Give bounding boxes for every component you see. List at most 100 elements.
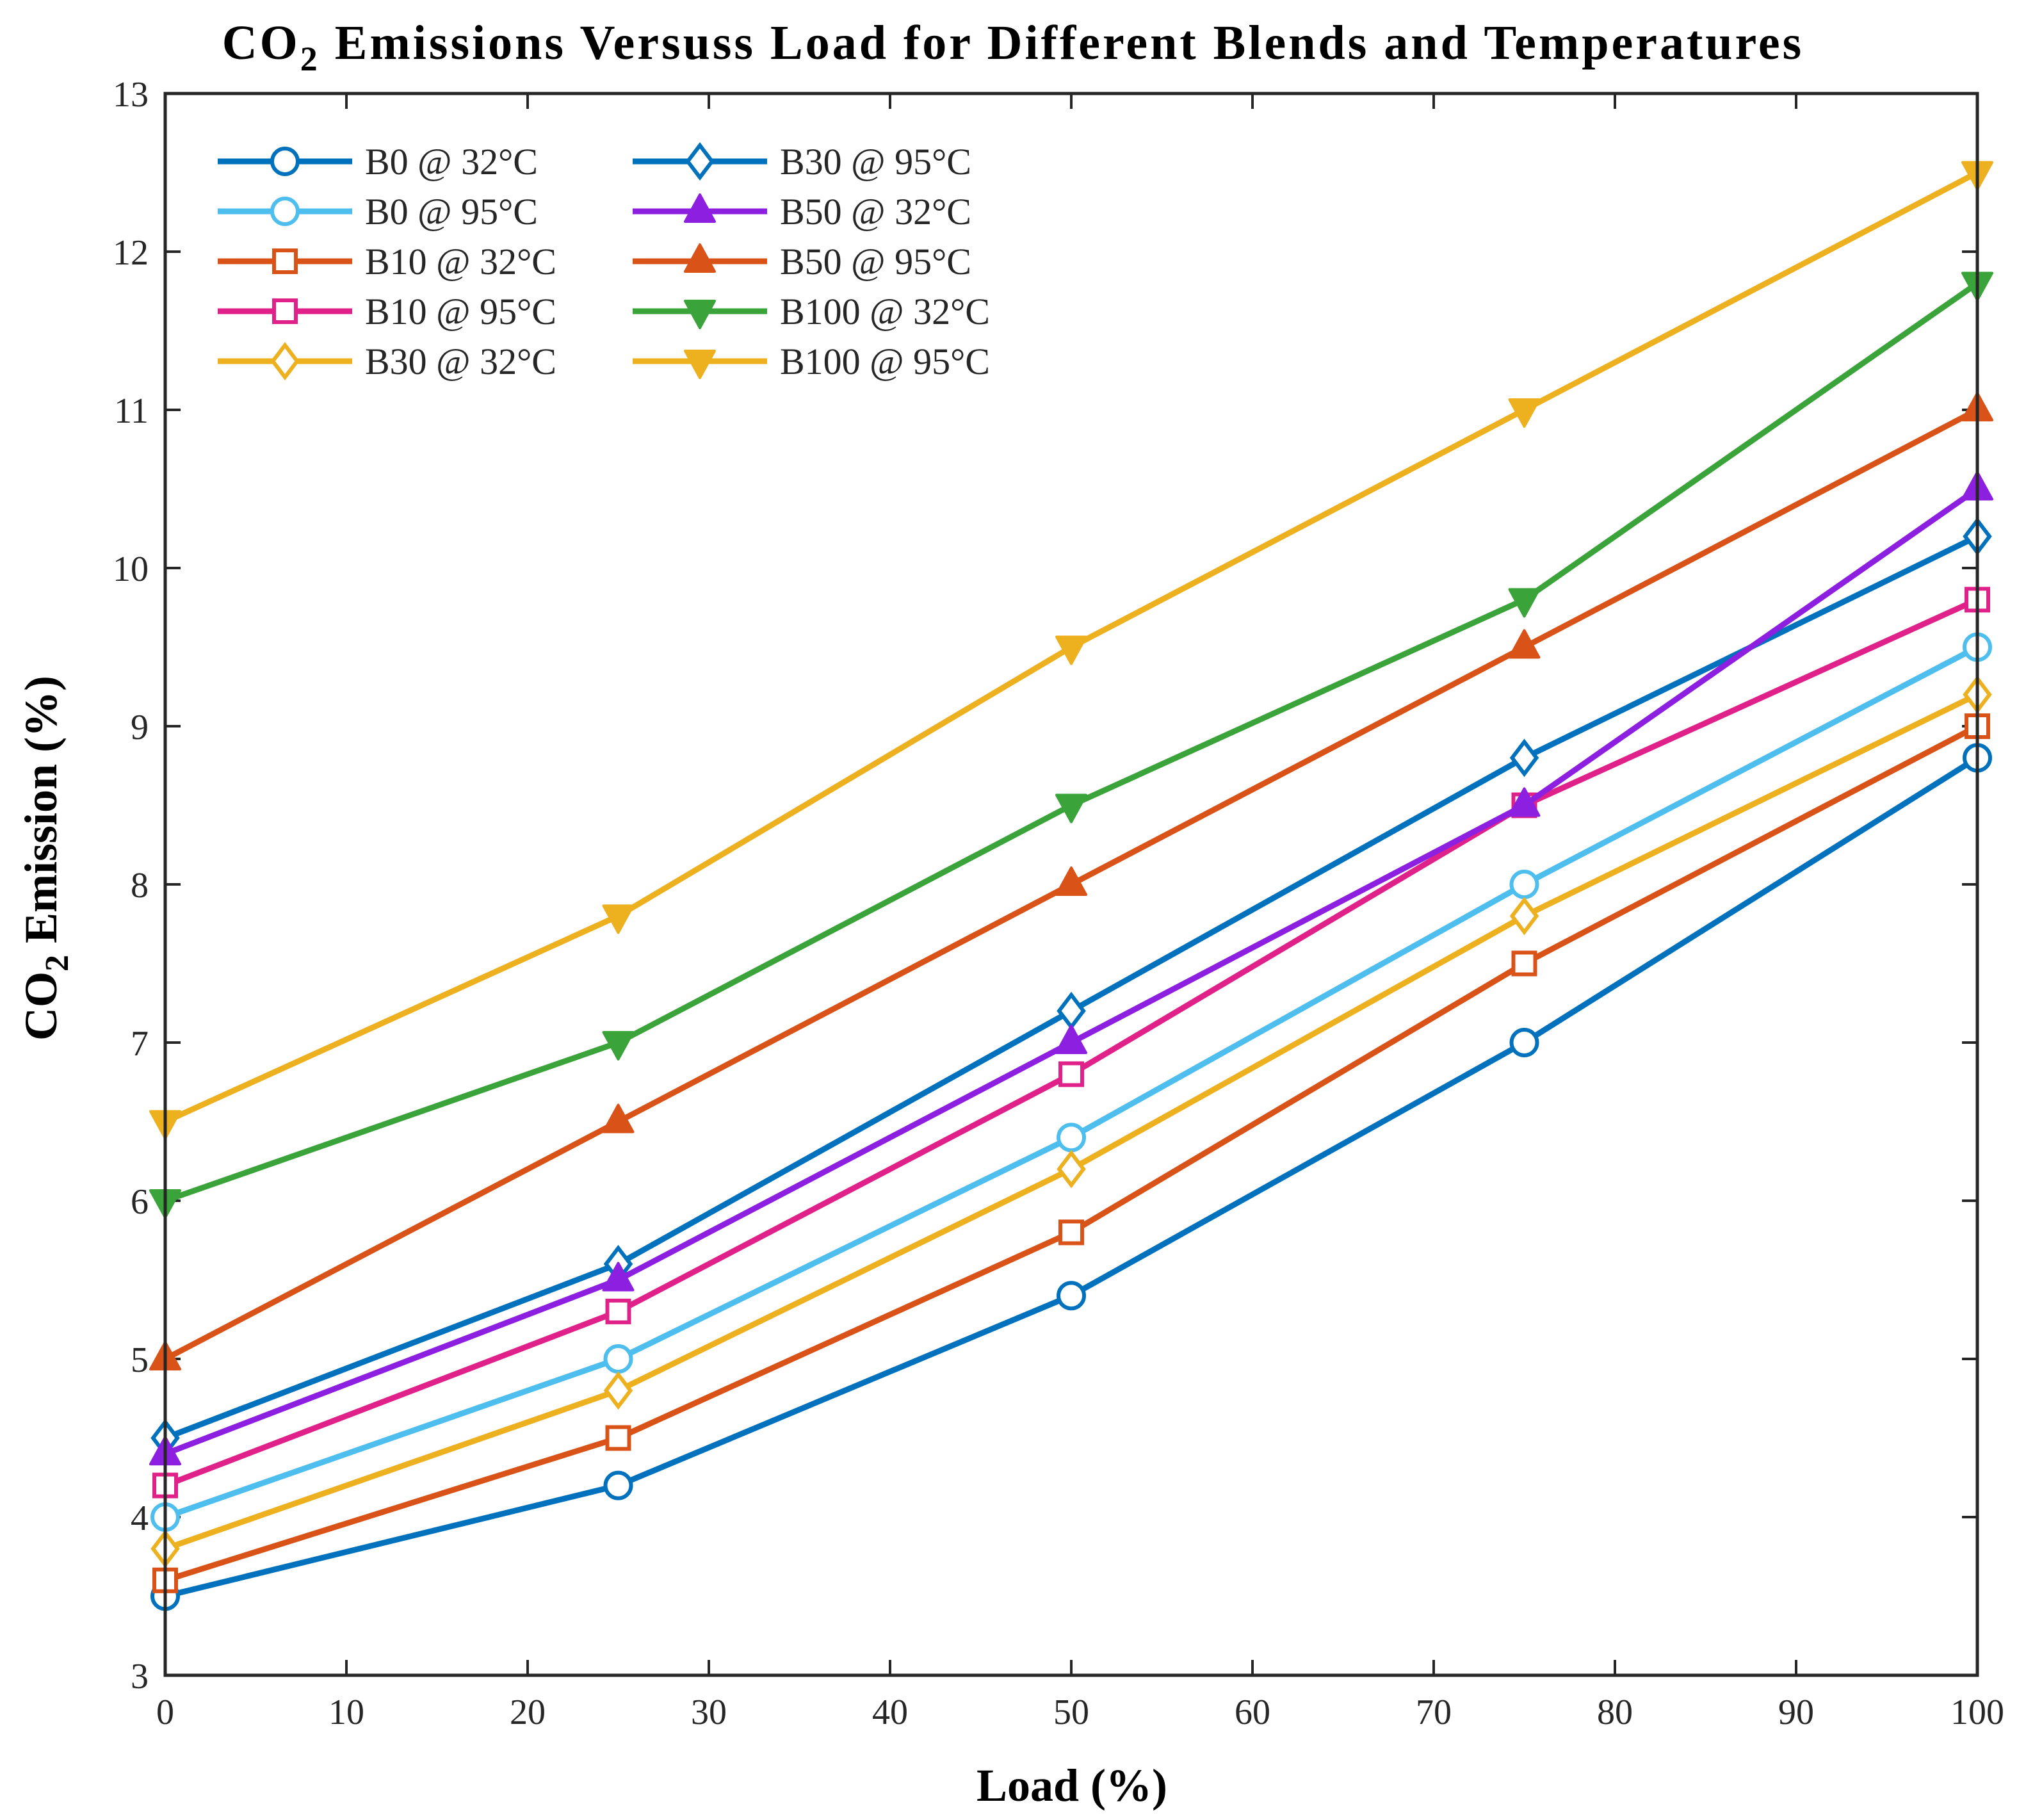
legend-label: B30 @ 32°C [365,341,556,382]
legend: B0 @ 32°C B0 @ 95°C B10 @ 32°C B10 @ 95°C B3… [218,141,990,382]
x-tick-label: 70 [1416,1693,1452,1732]
data-point [602,904,635,934]
chart-title: CO2 Emissions Versuss Load for Different… [222,16,1804,78]
data-point [1057,1123,1086,1153]
legend-marker [270,342,300,380]
y-tick-label: 3 [131,1657,149,1696]
series-9 [149,161,1993,1140]
data-point [605,1425,631,1451]
legend-item: B10 @ 32°C [218,241,556,282]
y-tick-label: 6 [131,1182,149,1222]
y-tick-label: 10 [113,549,149,589]
y-tick-label: 12 [113,233,149,273]
y-tick-label: 4 [131,1499,149,1538]
data-point [1508,787,1541,817]
data-point [1508,588,1541,618]
legend-label: B100 @ 95°C [780,341,990,382]
chart-title-subscript: 2 [300,40,320,78]
data-point [602,1262,635,1292]
data-point [1055,793,1087,824]
legend-label: B0 @ 95°C [365,191,538,232]
x-tick-label: 90 [1778,1693,1814,1732]
x-tick-label: 0 [156,1693,174,1732]
data-point [1509,897,1539,936]
legend-marker [272,298,298,324]
series-4 [150,675,1992,1568]
data-point [1058,1061,1084,1087]
legend-marker [684,243,716,273]
series-6 [149,471,1993,1466]
series-8 [149,272,1993,1219]
chart-title-main: CO [222,16,300,70]
x-tick-label: 50 [1053,1693,1089,1732]
legend-item: B10 @ 95°C [218,291,556,332]
data-point [1509,1028,1539,1057]
x-axis-label: Load (%) [977,1760,1167,1811]
y-tick-label: 13 [113,75,149,115]
data-point [1508,629,1541,659]
legend-marker [270,147,300,176]
legend-item: B30 @ 32°C [218,341,556,382]
plot-area: 0 10 20 30 40 50 60 70 80 90 100 3 4 5 6 7 8 9 10 11 12 13 [113,75,2004,1732]
y-axis-label-rest: Emission (%) [15,676,67,955]
y-tick-label: 8 [131,866,149,906]
legend-marker [684,350,716,379]
data-point [603,1344,633,1374]
legend-item: B0 @ 95°C [218,191,538,232]
data-point [1509,738,1539,777]
data-point [1508,398,1541,428]
x-tick-label: 10 [328,1693,364,1732]
legend-label: B50 @ 95°C [780,241,971,282]
y-tick-label: 5 [131,1340,149,1380]
y-tick-label: 11 [114,391,149,431]
legend-label: B10 @ 95°C [365,291,556,332]
legend-item: B100 @ 95°C [633,341,990,382]
legend-marker [684,193,716,223]
legend-item: B100 @ 32°C [633,291,990,332]
data-point [1511,950,1537,977]
x-tick-label: 80 [1597,1693,1633,1732]
data-point [603,1371,633,1410]
axes-box [163,92,1979,1677]
series-3 [152,587,1990,1499]
data-point [1055,635,1087,665]
legend-marker [272,248,298,274]
y-tick-label: 9 [131,708,149,747]
data-point [1057,1150,1086,1189]
legend-label: B30 @ 95°C [780,141,971,183]
chart-title-rest: Emissions Versuss Load for Different Ble… [320,16,1804,70]
y-axis-label-main: CO [15,971,67,1041]
legend-marker [684,300,716,329]
data-point [602,1031,635,1060]
data-point [1058,1219,1084,1246]
legend-item: B30 @ 95°C [633,141,971,183]
x-tick-label: 30 [691,1693,727,1732]
legend-label: B50 @ 32°C [780,191,971,232]
legend-item: B50 @ 32°C [633,191,971,232]
legend-marker [685,142,715,181]
x-tick-label: 20 [510,1693,546,1732]
data-point [1057,1281,1086,1311]
series-1 [150,632,1992,1532]
legend-marker [270,197,300,226]
y-axis-label: CO2 Emission (%) [15,676,76,1041]
x-tick-label: 40 [872,1693,908,1732]
data-point [1055,1025,1087,1054]
legend-item: B50 @ 95°C [633,241,971,282]
legend-item: B0 @ 32°C [218,141,538,183]
data-point [602,1103,635,1133]
data-point [1055,866,1087,896]
legend-label: B10 @ 32°C [365,241,556,282]
x-tick-label: 60 [1235,1693,1270,1732]
data-point [1509,870,1539,899]
data-point [605,1298,631,1324]
legend-label: B0 @ 32°C [365,141,538,183]
y-tick-label: 7 [131,1024,149,1064]
y-axis-label-subscript: 2 [39,955,76,971]
legend-label: B100 @ 32°C [780,291,990,332]
data-point [603,1470,633,1500]
x-tick-label: 100 [1950,1693,2004,1732]
